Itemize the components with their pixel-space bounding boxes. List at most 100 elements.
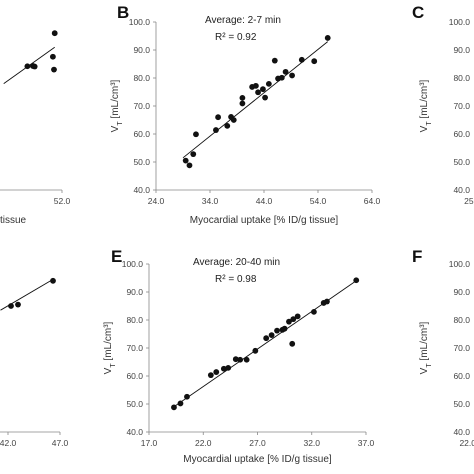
y-axis-label-main: V xyxy=(419,367,430,374)
data-point xyxy=(262,94,268,101)
data-point xyxy=(353,277,360,284)
data-point xyxy=(193,131,199,138)
data-point xyxy=(230,117,237,123)
data-point xyxy=(184,393,190,400)
panel-d-fragment: 42.0 47.0 xyxy=(0,277,69,448)
y-tick-label: 40.0 xyxy=(453,427,470,437)
x-tick-label: 37.0 xyxy=(358,438,375,448)
r-squared-annotation: R² = 0.92 xyxy=(215,32,257,43)
data-point xyxy=(289,72,295,79)
data-point xyxy=(207,372,214,379)
data-point xyxy=(182,157,189,164)
x-axis-label-fragment: tissue xyxy=(0,215,27,226)
y-axis-label: VT [mL/cm³] xyxy=(419,321,433,374)
panel-e: 17.0 22.0 27.0 32.0 37.0 40.0 50.0 60.0 70.0 80.0… xyxy=(103,247,375,465)
data-point xyxy=(274,327,280,334)
data-point xyxy=(239,100,246,107)
y-tick-label: 70.0 xyxy=(453,101,470,111)
panel-label: F xyxy=(412,247,422,266)
x-tick-label: 22.0 xyxy=(459,438,474,448)
panel-label: E xyxy=(111,247,122,266)
y-tick-label: 50.0 xyxy=(126,399,143,409)
data-point xyxy=(278,74,285,81)
x-tick-label: 47.0 xyxy=(52,438,69,448)
y-axis-label-unit: [mL/cm³] xyxy=(419,321,430,363)
y-tick-label: 100.0 xyxy=(449,259,471,269)
y-tick-label: 80.0 xyxy=(453,73,470,83)
average-annotation: Average: 2-7 min xyxy=(205,15,281,26)
panel-a-fragment: 52.0 tissue xyxy=(0,30,71,226)
data-point xyxy=(224,122,231,129)
x-tick-label: 64.0 xyxy=(364,196,381,206)
x-tick-label: 25. xyxy=(464,196,474,206)
data-point xyxy=(298,56,305,63)
y-tick-label: 50.0 xyxy=(453,157,470,167)
data-point xyxy=(324,35,331,41)
data-point xyxy=(253,82,259,89)
y-tick-label: 60.0 xyxy=(126,371,143,381)
y-tick-label: 60.0 xyxy=(133,129,150,139)
data-point xyxy=(268,332,275,339)
data-point xyxy=(239,94,246,101)
x-tick-label: 27.0 xyxy=(249,438,266,448)
y-tick-label: 90.0 xyxy=(133,45,150,55)
data-point xyxy=(51,66,57,73)
x-tick-label: 34.0 xyxy=(202,196,219,206)
x-tick-label: 22.0 xyxy=(195,438,212,448)
y-tick-label: 40.0 xyxy=(126,427,143,437)
data-point xyxy=(50,277,56,284)
x-tick-label: 44.0 xyxy=(256,196,273,206)
data-point xyxy=(294,313,301,320)
data-point xyxy=(232,356,239,363)
data-point xyxy=(51,30,58,37)
y-tick-label: 40.0 xyxy=(133,185,150,195)
average-annotation: Average: 20-40 min xyxy=(193,257,280,268)
x-tick-label: 52.0 xyxy=(54,196,71,206)
x-tick-label: 42.0 xyxy=(0,438,17,448)
data-point xyxy=(290,316,297,323)
y-tick-label: 60.0 xyxy=(453,371,470,381)
y-tick-label: 90.0 xyxy=(453,287,470,297)
y-axis-label-main: V xyxy=(419,125,430,132)
panel-label: B xyxy=(117,3,129,22)
y-tick-label: 80.0 xyxy=(133,73,150,83)
data-point xyxy=(252,347,259,354)
data-point xyxy=(265,80,272,87)
x-axis-label: Myocardial uptake [% ID/g tissue] xyxy=(183,454,332,465)
data-point xyxy=(281,325,288,332)
data-point xyxy=(213,127,219,133)
y-tick-label: 50.0 xyxy=(133,157,150,167)
y-tick-label: 40.0 xyxy=(453,185,470,195)
data-point xyxy=(177,400,184,407)
data-point xyxy=(225,364,232,371)
y-tick-label: 90.0 xyxy=(126,287,143,297)
data-point xyxy=(263,335,270,342)
x-tick-label: 32.0 xyxy=(303,438,320,448)
y-axis-label-sub: T xyxy=(426,121,433,126)
data-point xyxy=(215,114,222,121)
data-point xyxy=(255,89,261,96)
data-point xyxy=(289,340,296,347)
y-axis-label: VT [mL/cm³] xyxy=(110,79,124,132)
x-tick-label: 54.0 xyxy=(310,196,327,206)
data-point xyxy=(31,63,38,70)
data-point xyxy=(220,365,227,372)
data-point xyxy=(271,57,278,64)
y-tick-label: 70.0 xyxy=(133,101,150,111)
data-point xyxy=(24,63,31,70)
data-point xyxy=(237,356,244,363)
data-point xyxy=(171,404,177,411)
data-point xyxy=(260,86,266,93)
y-tick-label: 100.0 xyxy=(449,17,471,27)
data-point xyxy=(311,308,317,315)
data-point xyxy=(190,151,197,158)
y-axis-label: VT [mL/cm³] xyxy=(419,79,433,132)
data-point xyxy=(15,301,21,308)
data-point xyxy=(186,162,193,169)
data-point xyxy=(282,68,289,75)
y-tick-label: 100.0 xyxy=(122,259,144,269)
x-axis-label: Myocardial uptake [% ID/g tissue] xyxy=(190,215,339,226)
data-point xyxy=(243,356,250,363)
panel-c-fragment: 40.0 50.0 60.0 70.0 80.0 90.0 100.0 C 25. VT [mL/… xyxy=(412,3,474,206)
y-tick-label: 100.0 xyxy=(129,17,151,27)
